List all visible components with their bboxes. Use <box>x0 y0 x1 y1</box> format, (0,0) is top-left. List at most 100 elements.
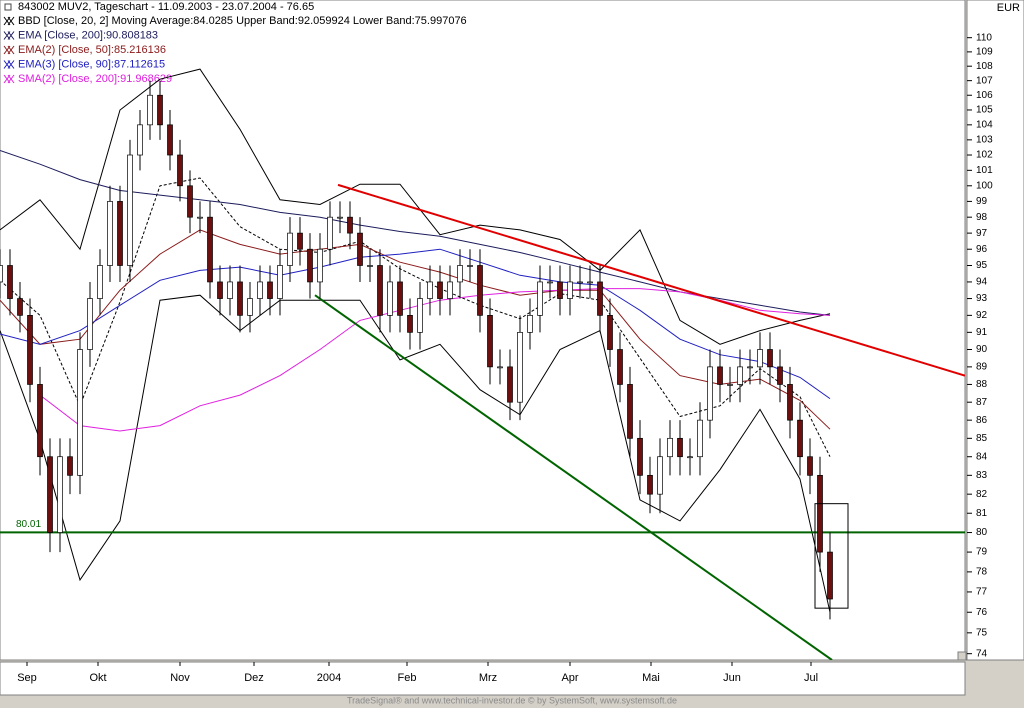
candle-body <box>107 201 113 266</box>
candle-body <box>597 281 603 316</box>
x-tick-label: Mrz <box>479 672 497 684</box>
candle-body <box>807 456 813 476</box>
candle-body <box>437 281 443 299</box>
y-tick-label: 89 <box>976 362 988 373</box>
legend-icon <box>3 31 15 40</box>
x-tick-label: Mai <box>642 672 660 684</box>
x-tick-label: Feb <box>398 672 417 684</box>
y-axis-panel <box>966 0 1024 661</box>
candle-body <box>317 248 323 283</box>
candle-body <box>247 298 253 316</box>
candle-body <box>37 384 43 458</box>
chart-title: 843002 MUV2, Tageschart - 11.09.2003 - 2… <box>18 1 314 13</box>
candle-body <box>147 94 153 126</box>
candle-body <box>427 281 433 299</box>
horizontal-line-label: 80.01 <box>16 519 41 530</box>
x-tick-label: Nov <box>170 672 190 684</box>
candle-body <box>287 232 293 266</box>
y-tick-label: 80 <box>976 527 988 538</box>
candle-body <box>47 456 53 533</box>
candle-body <box>507 366 513 403</box>
candle-body <box>367 265 373 267</box>
candle-body <box>257 281 263 299</box>
candle-body <box>77 349 83 476</box>
candle-body <box>207 216 213 283</box>
candle-body <box>407 315 413 333</box>
y-tick-label: 75 <box>976 627 988 638</box>
y-tick-label: 96 <box>976 244 988 255</box>
y-tick-label: 84 <box>976 451 988 462</box>
y-tick-label: 103 <box>976 134 993 145</box>
legend-label: EMA(3) [Close, 90]:87.112615 <box>18 58 165 70</box>
candle-body <box>177 154 183 187</box>
candle-body <box>627 384 633 439</box>
candle-body <box>517 331 523 403</box>
candle-body <box>167 124 173 156</box>
candle-body <box>17 298 23 316</box>
candle-body <box>187 185 193 218</box>
legend-icon <box>3 16 15 26</box>
y-tick-label: 106 <box>976 90 993 101</box>
y-tick-label: 87 <box>976 397 988 408</box>
y-tick-label: 74 <box>976 648 988 659</box>
candle-body <box>87 298 93 350</box>
x-tick-label: Sep <box>17 672 37 684</box>
y-tick-label: 98 <box>976 212 988 223</box>
candle-body <box>267 281 273 299</box>
footer: TradeSignal® and www.technical-investor.… <box>347 695 677 705</box>
trend-line <box>314 294 833 660</box>
candle-body <box>657 456 663 495</box>
resize-handle[interactable] <box>957 651 967 661</box>
candle-body <box>197 216 203 219</box>
candle-body <box>737 366 743 385</box>
candle-body <box>7 265 13 299</box>
candle-body <box>697 419 703 458</box>
candle-body <box>347 216 353 234</box>
candle-body <box>397 281 403 316</box>
x-tick-label: Dez <box>244 672 264 684</box>
candle-body <box>637 437 643 476</box>
candle-body <box>237 281 243 316</box>
candle-body <box>687 456 693 459</box>
candle-body <box>747 366 753 369</box>
candle-body <box>667 437 673 458</box>
candle-body <box>817 474 823 553</box>
y-tick-label: 79 <box>976 547 988 558</box>
candle-body <box>717 366 723 385</box>
legend-label: BBD [Close, 20, 2] Moving Average:84.028… <box>18 15 467 27</box>
candle-body <box>587 281 593 284</box>
candle-body <box>537 281 543 316</box>
candle-body <box>497 366 503 369</box>
candle-body <box>337 216 343 219</box>
candle-body <box>487 315 493 368</box>
candle-body <box>467 265 473 267</box>
candle-body <box>757 349 763 368</box>
y-tick-label: 86 <box>976 415 988 426</box>
x-tick-label: Jun <box>723 672 741 684</box>
x-tick-label: Jul <box>804 672 818 684</box>
y-tick-label: 99 <box>976 196 988 207</box>
lower-band <box>0 294 831 613</box>
legend: BBD [Close, 20, 2] Moving Average:84.028… <box>3 15 467 85</box>
candle-body <box>547 281 553 284</box>
candle-body <box>787 384 793 421</box>
y-tick-label: 78 <box>976 567 988 578</box>
candle-body <box>417 298 423 333</box>
y-tick-label: 82 <box>976 489 988 500</box>
candle-body <box>307 248 313 283</box>
axes: 74 75 76 77 78 79 80 81 82 83 84 85 86 87 88 89 90 91 92 93… <box>17 32 993 684</box>
y-tick-label: 107 <box>976 75 993 86</box>
candle-body <box>477 265 483 316</box>
y-tick-label: 77 <box>976 587 988 598</box>
x-tick-label: 2004 <box>317 672 341 684</box>
legend-label: EMA [Close, 200]:90.808183 <box>18 29 158 41</box>
candle-body <box>767 349 773 368</box>
candle-body <box>327 216 333 250</box>
y-tick-label: 92 <box>976 310 988 321</box>
candle-body <box>797 419 803 458</box>
candle-body <box>137 124 143 156</box>
candle-body <box>457 265 463 283</box>
y-tick-label: 90 <box>976 344 988 355</box>
trend-line <box>337 183 965 377</box>
